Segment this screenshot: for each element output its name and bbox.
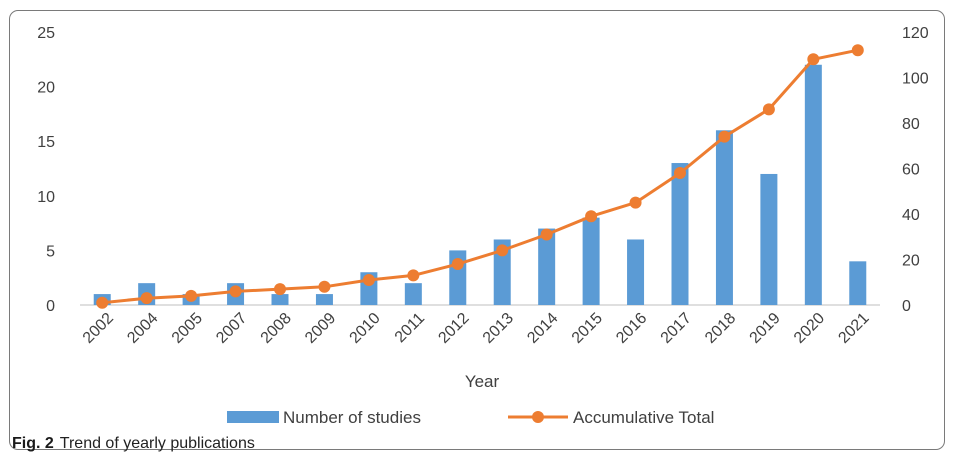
x-tick-label: 2004 xyxy=(124,310,161,347)
bar xyxy=(804,64,822,305)
line-point xyxy=(674,167,686,180)
legend-line-marker xyxy=(532,411,544,423)
x-tick-label: 2015 xyxy=(569,310,606,347)
left-tick-label: 10 xyxy=(37,189,55,206)
bar xyxy=(760,173,778,305)
line-point xyxy=(362,273,375,286)
bar xyxy=(271,294,289,305)
line-point xyxy=(140,292,153,305)
right-tick-label: 60 xyxy=(902,162,920,179)
x-axis-ticks: 2002 2004 2005 2007 2008 2009 2010 2011 2012 2013… xyxy=(80,310,873,347)
line-point xyxy=(451,258,464,271)
x-tick-label: 2005 xyxy=(169,310,206,347)
line-point xyxy=(274,283,286,296)
left-tick-label: 25 xyxy=(37,25,55,42)
bar xyxy=(671,163,689,305)
x-tick-label: 2019 xyxy=(747,310,784,347)
x-tick-label: 2010 xyxy=(347,310,384,347)
legend-bar-swatch xyxy=(227,411,279,423)
left-tick-label: 5 xyxy=(46,243,55,260)
left-tick-label: 20 xyxy=(37,80,55,97)
bar xyxy=(493,239,511,305)
legend: Number of studies Accumulative Total xyxy=(227,408,714,427)
line-point xyxy=(762,103,775,116)
line-point xyxy=(585,210,598,223)
x-tick-label: 2008 xyxy=(258,310,295,347)
figure-caption: Fig. 2 Trend of yearly publications xyxy=(12,435,255,453)
legend-line-label: Accumulative Total xyxy=(573,408,714,427)
bar xyxy=(715,130,733,305)
legend-bar-label: Number of studies xyxy=(283,408,421,427)
right-tick-label: 20 xyxy=(902,253,920,270)
bar xyxy=(315,294,333,305)
line-point xyxy=(407,269,420,282)
right-tick-label: 80 xyxy=(902,116,920,133)
x-tick-label: 2017 xyxy=(658,310,695,347)
x-tick-label: 2016 xyxy=(613,310,650,347)
x-axis-title: Year xyxy=(465,372,500,391)
left-tick-label: 0 xyxy=(46,298,55,315)
bar xyxy=(627,239,645,305)
bars-group xyxy=(93,64,867,305)
left-tick-label: 15 xyxy=(37,134,55,151)
x-tick-label: 2018 xyxy=(702,310,739,347)
right-tick-label: 0 xyxy=(902,298,911,315)
line-point xyxy=(229,285,242,298)
x-tick-label: 2021 xyxy=(835,310,872,347)
right-tick-label: 120 xyxy=(902,25,929,42)
line-point xyxy=(851,44,864,57)
bar xyxy=(849,261,867,305)
x-tick-label: 2011 xyxy=(392,310,428,346)
line-point xyxy=(718,130,731,143)
line-layer xyxy=(96,44,864,309)
bar xyxy=(582,217,600,305)
x-tick-label: 2013 xyxy=(480,310,517,347)
line-point xyxy=(629,196,642,209)
accumulative-line xyxy=(102,48,859,305)
line-point xyxy=(807,53,820,66)
right-axis-ticks: 0 20 40 60 80 100 120 xyxy=(902,25,929,315)
x-tick-label: 2002 xyxy=(80,310,117,347)
right-tick-label: 40 xyxy=(902,207,920,224)
right-tick-label: 100 xyxy=(902,71,929,88)
bar xyxy=(404,283,422,305)
caption-text: Trend of yearly publications xyxy=(59,435,255,452)
figure-frame xyxy=(9,10,945,450)
bar xyxy=(538,228,556,305)
x-tick-label: 2012 xyxy=(435,310,472,347)
x-tick-label: 2009 xyxy=(302,310,339,347)
line-point xyxy=(540,228,553,241)
x-tick-label: 2007 xyxy=(213,310,250,347)
figure-label: Fig. 2 xyxy=(12,435,54,452)
line-point xyxy=(496,244,509,257)
line-point xyxy=(96,296,109,309)
x-tick-label: 2014 xyxy=(524,310,561,347)
x-tick-label: 2020 xyxy=(791,310,828,347)
line-point xyxy=(318,280,331,293)
line-point xyxy=(185,289,198,302)
left-axis-ticks: 0 5 10 15 20 25 xyxy=(37,25,55,315)
